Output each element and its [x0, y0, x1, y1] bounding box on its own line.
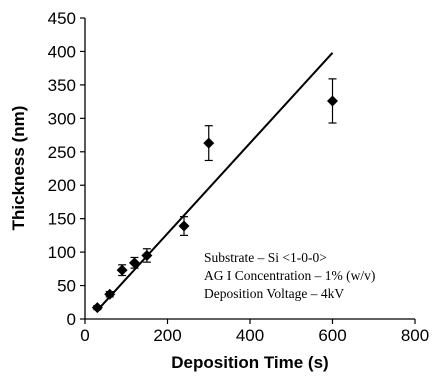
y-tick-label: 450: [48, 9, 76, 28]
data-point-marker: [116, 264, 128, 276]
x-tick-label: 800: [401, 326, 429, 345]
annotation-concentration: AG I Concentration – 1% (w/v): [204, 268, 375, 283]
x-tick-label: 400: [236, 326, 264, 345]
x-tick-label: 600: [318, 326, 346, 345]
y-ticks: 0 50 100 150 200 250 300 350 400 450: [48, 9, 85, 329]
x-ticks: 0 200 400 600 800: [80, 319, 429, 345]
x-tick-label: 0: [80, 326, 89, 345]
annotation-substrate: Substrate – Si <1-0-0>: [204, 250, 327, 265]
data-point-marker: [129, 257, 140, 269]
annotation-box: Substrate – Si <1-0-0> AG I Concentratio…: [204, 250, 375, 301]
y-tick-label: 100: [48, 243, 76, 262]
y-tick-label: 150: [48, 210, 76, 229]
fit-line-group: [96, 52, 334, 311]
x-axis-title: Deposition Time (s): [171, 353, 328, 372]
data-markers: [91, 95, 338, 314]
y-tick-label: 400: [48, 42, 76, 61]
y-tick-label: 50: [57, 277, 76, 296]
y-tick-label: 250: [48, 143, 76, 162]
data-point-marker: [203, 137, 215, 149]
y-axis-title: Thickness (nm): [9, 106, 28, 231]
annotation-voltage: Deposition Voltage – 4kV: [204, 286, 344, 301]
x-tick-label: 200: [153, 326, 181, 345]
fit-line: [96, 52, 334, 311]
y-tick-label: 0: [67, 310, 76, 329]
data-point-marker: [178, 220, 190, 232]
data-point-marker: [104, 288, 116, 300]
data-point-marker: [327, 95, 338, 107]
y-tick-label: 300: [48, 109, 76, 128]
data-point-marker: [91, 302, 103, 314]
y-tick-label: 350: [48, 76, 76, 95]
data-point-marker: [141, 249, 153, 261]
y-tick-label: 200: [48, 176, 76, 195]
